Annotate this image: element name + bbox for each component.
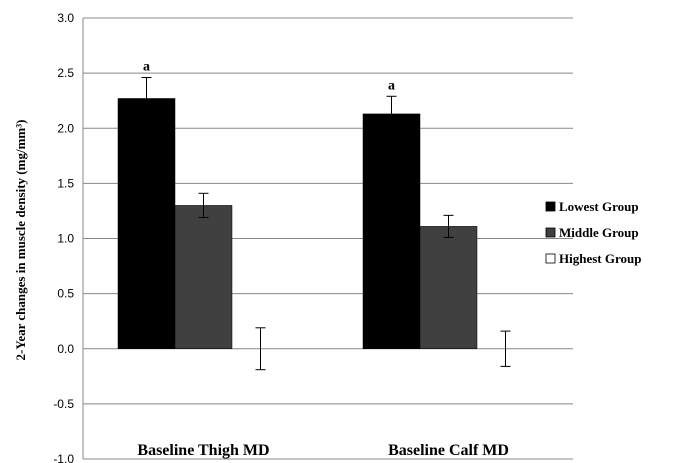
- category-label: Baseline Thigh MD: [137, 442, 269, 459]
- bar: [117, 98, 176, 349]
- annotations: aa: [143, 60, 395, 94]
- bar: [174, 205, 233, 349]
- legend: Lowest Group Middle Group Highest Group: [545, 199, 641, 266]
- y-axis-ticks: 3.0 2.5 2.0 1.5 1.0 0.5 0.0 -0.5 -1.0: [53, 11, 74, 463]
- category-label: Baseline Calf MD: [388, 442, 509, 459]
- y-tick-label: -0.5: [53, 397, 74, 411]
- significance-label: a: [388, 78, 395, 93]
- y-axis-label: 2-Year changes in muscle density (mg/mm³…: [13, 120, 28, 361]
- legend-label: Middle Group: [559, 225, 639, 240]
- y-tick-label: 3.0: [57, 11, 74, 25]
- legend-swatch: [545, 201, 556, 212]
- category-labels: Baseline Thigh MD Baseline Calf MD: [137, 442, 509, 459]
- bar: [419, 226, 478, 349]
- y-tick-label: 1.5: [57, 176, 74, 190]
- y-tick-label: 2.5: [57, 66, 74, 80]
- bar: [362, 113, 421, 350]
- y-tick-label: 2.0: [57, 121, 74, 135]
- y-tick-label: 0.5: [57, 287, 74, 301]
- legend-label: Lowest Group: [559, 199, 639, 214]
- significance-label: a: [143, 60, 150, 75]
- error-bars: [141, 77, 511, 371]
- y-tick-label: -1.0: [53, 452, 74, 463]
- bars: [117, 98, 478, 350]
- legend-swatch: [545, 227, 556, 238]
- y-tick-label: 0.0: [57, 342, 74, 356]
- legend-label: Highest Group: [559, 251, 641, 266]
- y-tick-label: 1.0: [57, 232, 74, 246]
- legend-swatch: [545, 253, 556, 264]
